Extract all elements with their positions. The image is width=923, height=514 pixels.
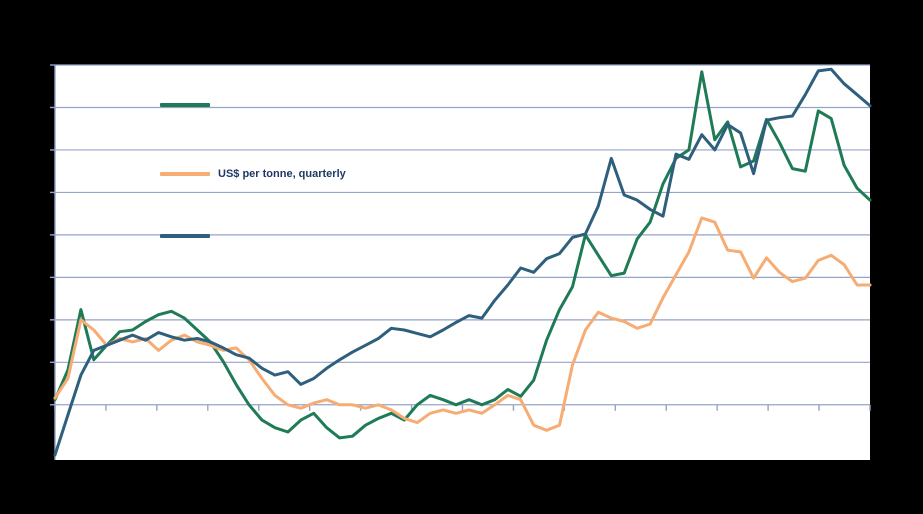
plot-area: US$ per tonne, quarterly: [50, 64, 872, 460]
series-teal: [53, 67, 872, 457]
line-chart-canvas: [50, 64, 872, 460]
series-green: [53, 70, 872, 440]
series-orange: [53, 216, 872, 432]
